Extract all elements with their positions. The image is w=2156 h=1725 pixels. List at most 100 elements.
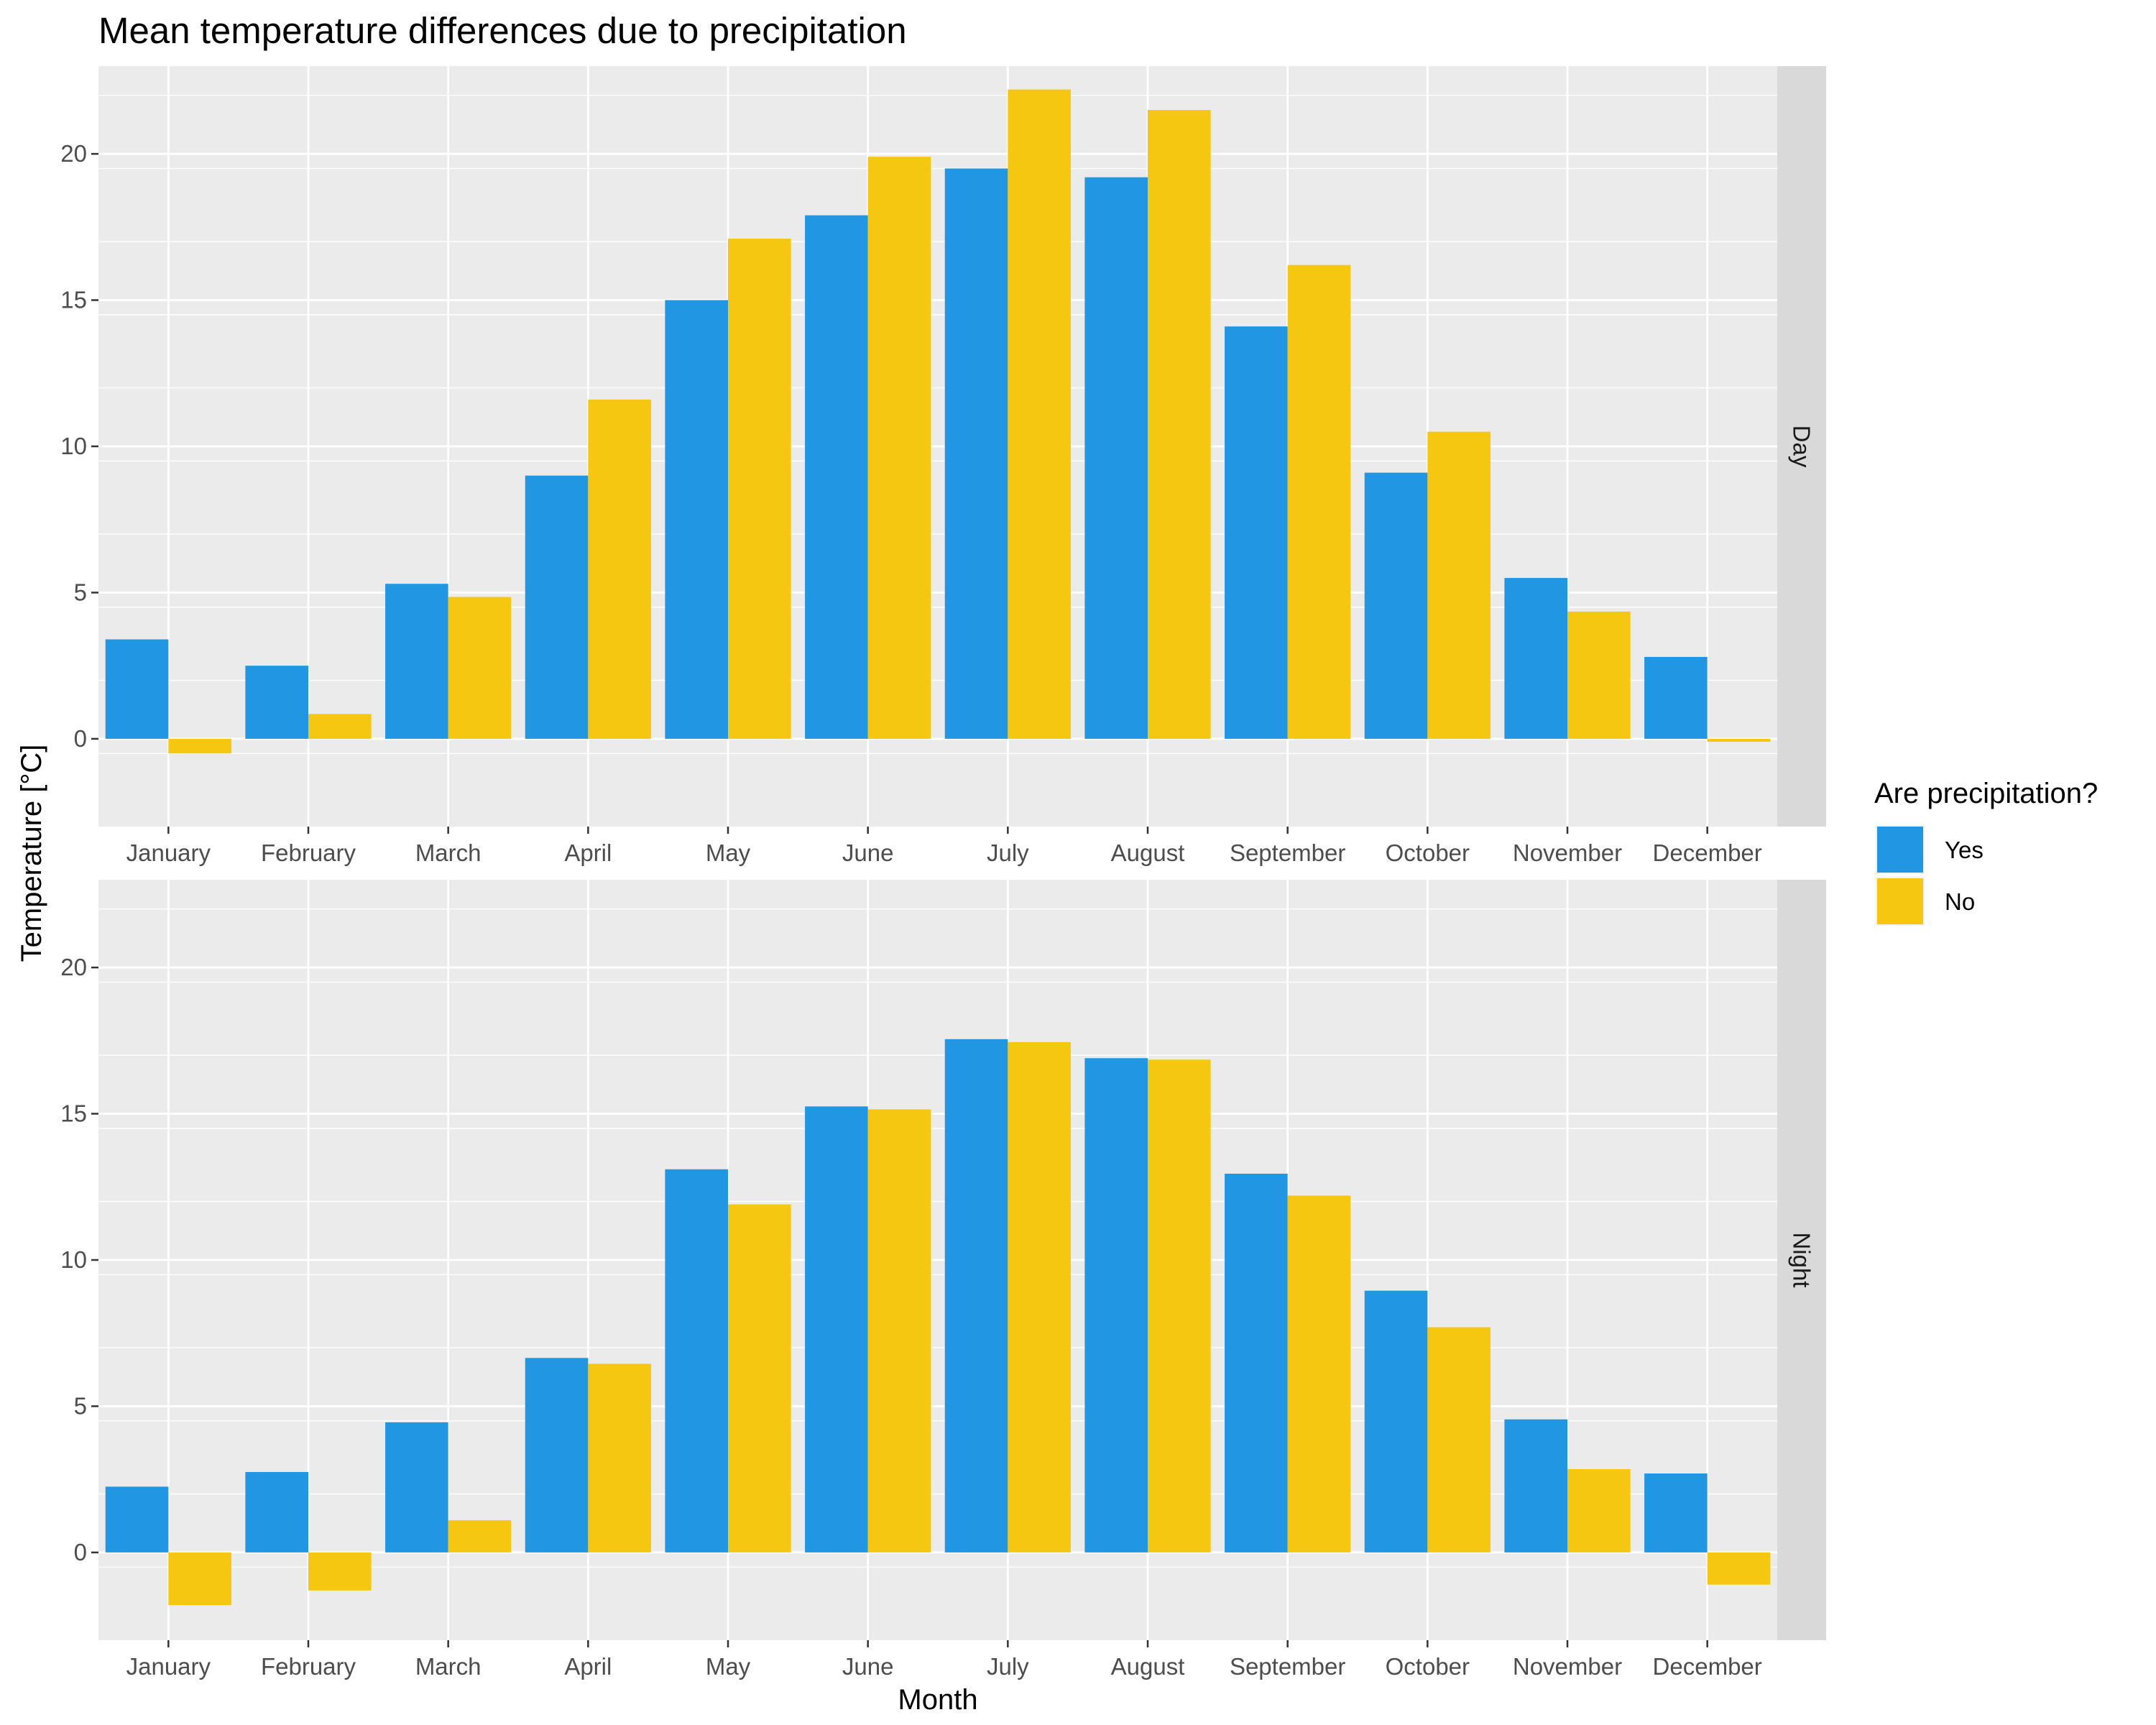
bar-day-no-april — [588, 399, 651, 739]
legend-swatch-no — [1877, 878, 1923, 924]
y-tick-label: 0 — [74, 1539, 87, 1565]
x-tick-label: October — [1386, 840, 1470, 866]
bar-night-yes-february — [245, 1472, 308, 1552]
x-axis-title: Month — [898, 1684, 977, 1716]
bar-night-yes-august — [1084, 1058, 1148, 1552]
chart-title: Mean temperature differences due to prec… — [98, 10, 907, 51]
bar-night-yes-may — [665, 1169, 728, 1552]
y-tick-label: 10 — [60, 433, 87, 459]
bar-day-no-may — [728, 239, 791, 739]
bar-night-yes-june — [805, 1106, 868, 1552]
legend-label-no: No — [1945, 888, 1975, 915]
bar-night-yes-november — [1504, 1419, 1567, 1552]
bar-day-yes-june — [805, 215, 868, 739]
y-tick-label: 20 — [60, 954, 87, 980]
x-tick-label: November — [1513, 840, 1622, 866]
x-tick-label: August — [1111, 1653, 1185, 1680]
y-tick-label: 15 — [60, 287, 87, 313]
bar-night-no-april — [588, 1363, 651, 1552]
bar-night-yes-april — [525, 1358, 589, 1552]
x-tick-label: October — [1386, 1653, 1470, 1680]
x-tick-label: December — [1653, 1653, 1762, 1680]
x-tick-label: September — [1230, 840, 1345, 866]
legend-keys: Yes No — [1876, 825, 1984, 926]
x-tick-label: November — [1513, 1653, 1622, 1680]
bar-day-yes-december — [1644, 656, 1708, 739]
facet-panels: 0 5 10 15 20 January February March April May June… — [60, 66, 1826, 1680]
bar-night-yes-december — [1644, 1473, 1708, 1552]
bar-day-no-june — [867, 157, 931, 739]
x-tick-label: April — [564, 840, 612, 866]
bar-night-no-august — [1148, 1059, 1211, 1552]
x-tick-label: June — [842, 1653, 894, 1680]
bar-night-no-july — [1008, 1041, 1071, 1552]
y-tick-label: 5 — [74, 579, 87, 605]
bar-day-yes-march — [385, 584, 448, 739]
x-tick-label: August — [1111, 840, 1185, 866]
bar-night-no-march — [448, 1520, 512, 1552]
legend-title: Are precipitation? — [1874, 778, 2098, 809]
facet-strip — [1777, 880, 1826, 1640]
x-tick-label: May — [706, 840, 751, 866]
bar-day-yes-january — [105, 639, 169, 739]
legend: Are precipitation? Yes No — [1874, 778, 2098, 926]
x-tick-label: January — [126, 1653, 211, 1680]
bar-day-no-july — [1008, 89, 1071, 739]
bar-night-no-october — [1427, 1327, 1491, 1552]
bar-night-no-december — [1707, 1552, 1771, 1585]
bar-day-no-august — [1148, 110, 1211, 739]
x-tick-label: May — [706, 1653, 751, 1680]
bar-day-no-october — [1427, 431, 1491, 739]
x-tick-label: February — [261, 840, 356, 866]
bar-day-no-september — [1287, 264, 1351, 739]
bar-night-no-february — [308, 1552, 372, 1591]
bar-night-no-september — [1287, 1195, 1351, 1552]
bar-night-no-may — [728, 1204, 791, 1552]
y-tick-label: 0 — [74, 725, 87, 752]
bar-day-yes-april — [525, 475, 589, 739]
bar-day-no-march — [448, 597, 512, 739]
x-tick-label: March — [415, 840, 482, 866]
x-tick-label: March — [415, 1653, 482, 1680]
x-tick-label: April — [564, 1653, 612, 1680]
bar-day-no-february — [308, 714, 372, 739]
facet-strip — [1777, 66, 1826, 827]
bar-day-no-november — [1567, 611, 1631, 739]
y-tick-label: 15 — [60, 1100, 87, 1127]
bar-day-yes-august — [1084, 177, 1148, 739]
y-tick-label: 10 — [60, 1246, 87, 1273]
y-axis-title: Temperature [°C] — [16, 745, 47, 962]
facet-strip-label: Night — [1789, 1232, 1815, 1287]
bar-day-yes-october — [1364, 472, 1428, 739]
bar-night-yes-july — [944, 1039, 1008, 1552]
bar-night-no-june — [867, 1109, 931, 1552]
bar-night-yes-march — [385, 1422, 448, 1552]
x-tick-label: July — [987, 840, 1029, 866]
bar-day-yes-july — [944, 168, 1008, 739]
bar-night-yes-october — [1364, 1290, 1428, 1552]
bar-day-no-january — [168, 738, 231, 754]
bar-night-no-november — [1567, 1468, 1631, 1552]
bar-day-yes-february — [245, 666, 308, 739]
bar-day-no-december — [1707, 738, 1771, 742]
y-tick-label: 5 — [74, 1392, 87, 1419]
y-tick-label: 20 — [60, 140, 87, 167]
facet-panel-night: 0 5 10 15 20 January February March April May June… — [60, 880, 1826, 1680]
bar-day-yes-may — [665, 300, 728, 739]
x-tick-label: June — [842, 840, 894, 866]
bar-night-yes-september — [1225, 1173, 1288, 1552]
x-tick-label: September — [1230, 1653, 1345, 1680]
bar-day-yes-september — [1225, 326, 1288, 739]
x-tick-label: January — [126, 840, 211, 866]
x-tick-label: December — [1653, 840, 1762, 866]
bar-night-no-january — [168, 1552, 231, 1606]
facet-strip-label: Day — [1789, 426, 1815, 468]
bar-night-yes-january — [105, 1486, 169, 1552]
x-tick-label: February — [261, 1653, 356, 1680]
bar-day-yes-november — [1504, 578, 1567, 739]
facet-panel-day: 0 5 10 15 20 January February March April May June… — [60, 66, 1826, 866]
legend-swatch-yes — [1877, 827, 1923, 873]
x-tick-label: July — [987, 1653, 1029, 1680]
legend-label-yes: Yes — [1945, 837, 1984, 863]
